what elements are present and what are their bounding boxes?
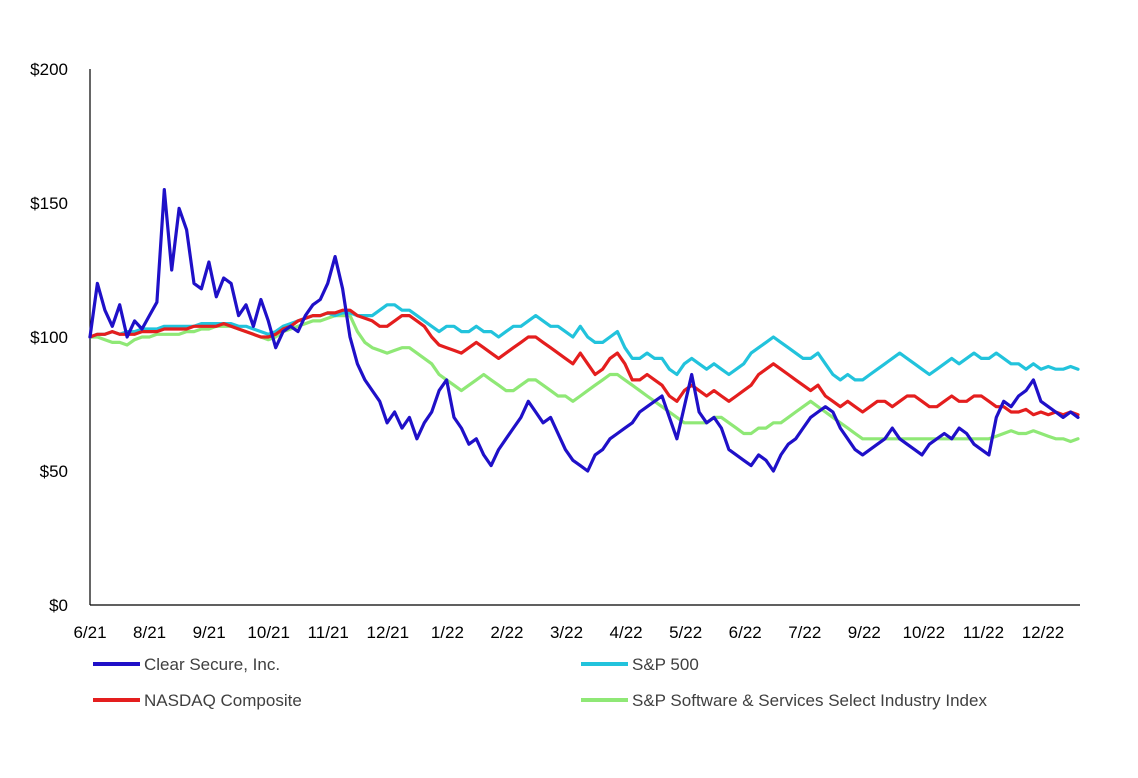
legend-item-nasdaq: NASDAQ Composite [93, 691, 302, 710]
x-tick-label: 8/21 [133, 623, 166, 642]
x-tick-label: 4/22 [610, 623, 643, 642]
x-tick-label: 11/21 [308, 623, 349, 642]
x-tick-label: 9/21 [193, 623, 226, 642]
x-tick-label: 9/22 [848, 623, 881, 642]
legend-label-clear-secure: Clear Secure, Inc. [144, 655, 280, 674]
legend-item-clear-secure: Clear Secure, Inc. [93, 655, 280, 674]
plot-area [88, 69, 1080, 606]
x-tick-label: 6/21 [73, 623, 106, 642]
series-line-nasdaq [88, 308, 1080, 417]
legend-item-sp500: S&P 500 [581, 655, 699, 674]
x-tick-label: 5/22 [669, 623, 702, 642]
series-line-software-index [88, 314, 1080, 444]
x-tick-label: 6/22 [729, 623, 762, 642]
legend-item-software-index: S&P Software & Services Select Industry … [581, 691, 987, 710]
legend: Clear Secure, Inc. S&P 500 NASDAQ Compos… [93, 655, 987, 710]
legend-label-nasdaq: NASDAQ Composite [144, 691, 302, 710]
x-tick-label: 1/22 [431, 623, 464, 642]
legend-label-sp500: S&P 500 [632, 655, 699, 674]
x-tick-label: 10/21 [247, 623, 290, 642]
series-line-sp500 [88, 303, 1080, 382]
y-tick-label: $0 [49, 596, 68, 615]
y-tick-label: $50 [40, 462, 68, 481]
y-tick-label: $100 [30, 328, 68, 347]
y-tick-labels: $0 $50 $100 $150 $200 [30, 60, 68, 615]
x-tick-label: 12/21 [367, 623, 410, 642]
x-tick-labels: 6/21 8/21 9/21 10/21 11/21 12/21 1/22 2/22 3/22 4… [73, 623, 1064, 642]
x-tick-label: 7/22 [788, 623, 821, 642]
x-tick-label: 10/22 [903, 623, 946, 642]
x-tick-label: 12/22 [1022, 623, 1065, 642]
legend-label-software-index: S&P Software & Services Select Industry … [632, 691, 987, 710]
series-line-clear-secure [88, 188, 1080, 473]
series-group [88, 188, 1080, 473]
y-tick-label: $150 [30, 194, 68, 213]
x-tick-label: 11/22 [963, 623, 1004, 642]
x-tick-label: 3/22 [550, 623, 583, 642]
y-tick-label: $200 [30, 60, 68, 79]
x-tick-label: 2/22 [490, 623, 523, 642]
